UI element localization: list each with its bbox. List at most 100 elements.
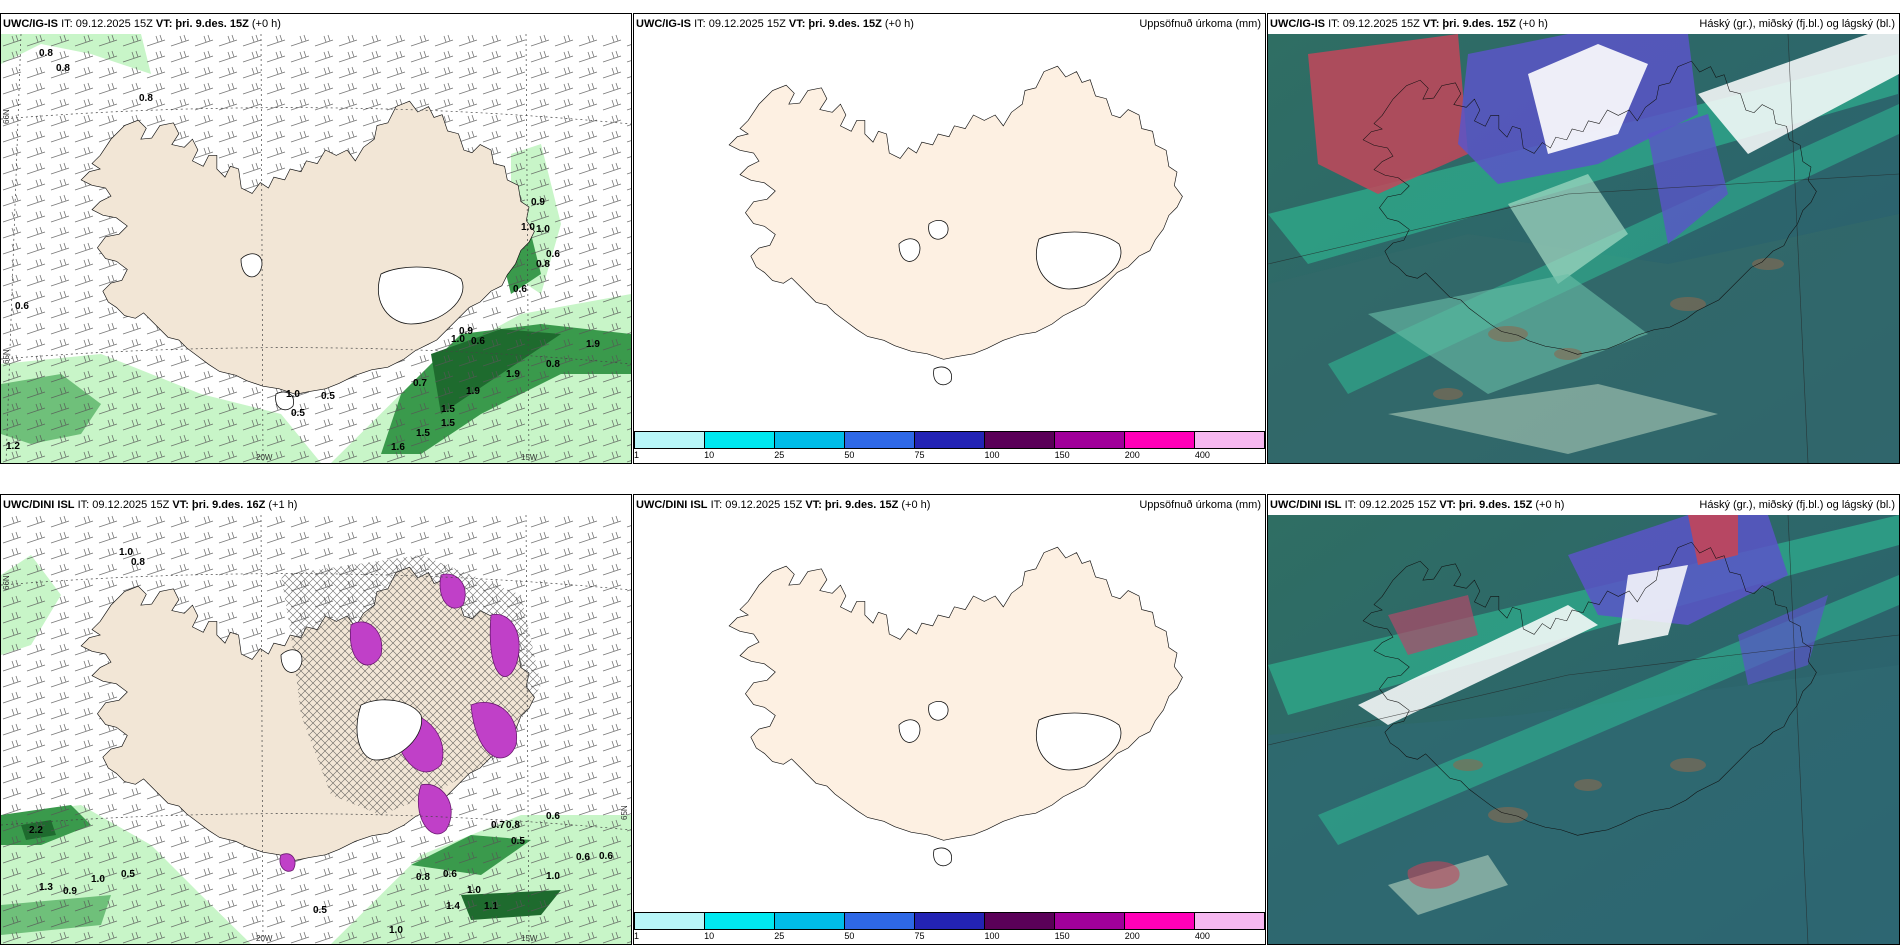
model-name: UWC/IG-IS	[1270, 18, 1325, 30]
colorbar-swatch	[1125, 913, 1195, 929]
contour-label: 0.6	[471, 336, 485, 347]
map-panel-dini-accum: UWC/DINI ISL IT: 09.12.2025 15Z VT: þri.…	[633, 494, 1266, 945]
valid-time: þri. 9.des. 15Z	[175, 18, 249, 30]
lead-time: (+0 h)	[901, 499, 931, 511]
colorbar-tick-label: 25	[774, 450, 785, 460]
lead-time: (+0 h)	[251, 18, 281, 30]
map-panel-ig-is-precip: UWC/IG-IS IT: 09.12.2025 15Z VT: þri. 9.…	[0, 13, 632, 464]
colorbar-tick-label: 100	[984, 450, 1000, 460]
contour-label: 0.5	[313, 905, 327, 916]
valid-time: þri. 9.des. 15Z	[1442, 18, 1516, 30]
map-panel-dini-precip: UWC/DINI ISL IT: 09.12.2025 15Z VT: þri.…	[0, 494, 632, 945]
valid-time-prefix: VT:	[805, 499, 822, 511]
colorbar-tick-label: 400	[1194, 931, 1210, 941]
contour-label: 0.6	[546, 249, 560, 260]
colorbar-tick-label: 1	[634, 931, 640, 941]
valid-time-prefix: VT:	[155, 18, 173, 30]
colorbar-tick-label: 150	[1054, 450, 1070, 460]
valid-time: þri. 9.des. 15Z	[824, 499, 899, 511]
colorbar-swatch	[1125, 432, 1195, 448]
contour-label: 1.0	[467, 885, 481, 896]
contour-label: 0.5	[291, 408, 305, 419]
colorbar-tick-label: 10	[704, 931, 715, 941]
contour-label: 0.6	[443, 869, 457, 880]
contour-labels: 0.8 0.8 0.8 0.9 1.0 1.0 0.6 0.8 0.6 0.6 …	[6, 48, 600, 453]
panel-header: UWC/DINI ISL IT: 09.12.2025 15Z VT: þri.…	[1268, 495, 1899, 515]
valid-time: þri. 9.des. 15Z	[1458, 499, 1533, 511]
lon-label: 15W	[521, 453, 538, 462]
lat-label: 66N	[2, 109, 11, 124]
colorbar-tick-label: 400	[1194, 450, 1210, 460]
colorbar-tick-label: 200	[1124, 931, 1140, 941]
contour-label: 0.6	[576, 852, 590, 863]
contour-label: 0.8	[39, 48, 53, 59]
contour-label: 1.0	[91, 874, 105, 885]
contour-label: 0.5	[321, 391, 335, 402]
colorbar-swatch	[635, 913, 705, 929]
contour-labels: 0.8 1.0 2.2 1.0 0.5 1.3 0.9 0.5 0.8 0.6 …	[29, 547, 613, 936]
field-title: Háský (gr.), miðský (fj.bl.) og lágský (…	[1699, 499, 1895, 511]
model-name: UWC/DINI ISL	[3, 499, 75, 511]
valid-time-prefix: VT:	[172, 499, 189, 511]
lat-label: 65N	[2, 349, 11, 364]
colorbar-swatch	[775, 432, 845, 448]
colorbar-tick-label: 200	[1124, 450, 1140, 460]
colorbar-tick-label: 50	[844, 450, 855, 460]
contour-label: 0.6	[599, 851, 613, 862]
valid-time-prefix: VT:	[1439, 499, 1456, 511]
contour-label: 0.5	[511, 836, 525, 847]
field-title: Uppsöfnuð úrkoma (mm)	[1139, 499, 1261, 511]
contour-label: 1.5	[441, 404, 455, 415]
lead-time: (+0 h)	[1518, 18, 1548, 30]
contour-label: 0.8	[56, 63, 70, 74]
map-panel-ig-is-accum: UWC/IG-IS IT: 09.12.2025 15Z VT: þri. 9.…	[633, 13, 1266, 464]
colorbar-tick-label: 50	[844, 931, 855, 941]
lat-label: 66N	[2, 575, 11, 590]
init-time: IT: 09.12.2025 15Z	[1328, 18, 1420, 30]
lon-label: 20W	[256, 934, 273, 943]
contour-label: 0.9	[531, 197, 545, 208]
lead-time: (+0 h)	[1535, 499, 1565, 511]
init-time: IT: 09.12.2025 15Z	[77, 499, 170, 511]
colorbar-tick-label: 25	[774, 931, 785, 941]
colorbar-tick-label: 75	[914, 450, 925, 460]
contour-label: 1.2	[6, 441, 20, 452]
panel-header: UWC/IG-IS IT: 09.12.2025 15Z VT: þri. 9.…	[1, 14, 631, 34]
contour-label: 1.4	[446, 901, 460, 912]
colorbar-swatch	[1055, 913, 1125, 929]
contour-label: 0.7	[491, 820, 505, 831]
contour-label: 1.0	[546, 871, 560, 882]
contour-label: 1.5	[416, 428, 430, 439]
contour-label: 1.0	[119, 547, 133, 558]
field-title: Háský (gr.), miðský (fj.bl.) og lágský (…	[1699, 18, 1895, 30]
model-name: UWC/DINI ISL	[1270, 499, 1342, 511]
contour-label: 2.2	[29, 825, 43, 836]
valid-time: þri. 9.des. 15Z	[808, 18, 882, 30]
colorbar-swatch	[1055, 432, 1125, 448]
contour-label: 0.7	[413, 378, 427, 389]
colorbar-tick-label: 75	[914, 931, 925, 941]
init-time: IT: 09.12.2025 15Z	[710, 499, 803, 511]
contour-label: 1.5	[441, 418, 455, 429]
contour-label: 1.3	[39, 882, 53, 893]
colorbar-tick-label: 150	[1054, 931, 1070, 941]
lead-time: (+0 h)	[884, 18, 914, 30]
valid-time: þri. 9.des. 16Z	[191, 499, 266, 511]
precip-map: 0.8 0.8 0.8 0.9 1.0 1.0 0.6 0.8 0.6 0.6 …	[1, 34, 631, 463]
contour-label: 0.9	[459, 326, 473, 337]
init-time: IT: 09.12.2025 15Z	[694, 18, 786, 30]
model-name: UWC/IG-IS	[3, 18, 58, 30]
cloud-cover-map	[1268, 515, 1899, 944]
model-name: UWC/DINI ISL	[636, 499, 708, 511]
contour-label: 0.8	[139, 93, 153, 104]
contour-label: 0.8	[506, 820, 520, 831]
contour-label: 0.8	[536, 259, 550, 270]
colorbar-swatch	[705, 432, 775, 448]
map-panel-ig-is-clouds: UWC/IG-IS IT: 09.12.2025 15Z VT: þri. 9.…	[1267, 13, 1900, 464]
map-panel-dini-clouds: UWC/DINI ISL IT: 09.12.2025 15Z VT: þri.…	[1267, 494, 1900, 945]
contour-label: 1.1	[484, 901, 498, 912]
contour-label: 0.5	[121, 869, 135, 880]
contour-label: 1.0	[521, 222, 535, 233]
panel-header: UWC/IG-IS IT: 09.12.2025 15Z VT: þri. 9.…	[634, 14, 1265, 34]
colorbar-swatch	[845, 432, 915, 448]
